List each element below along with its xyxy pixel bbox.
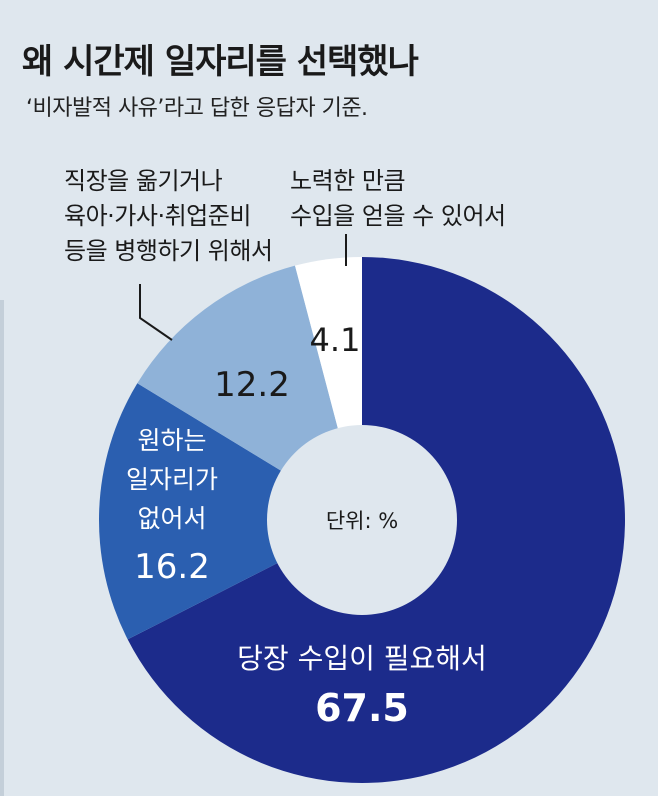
donut-hole [267,425,457,615]
slice-value: 16.2 [134,547,210,587]
annotation-left-line: 육아·가사·취업준비 [64,202,251,230]
annotation-left: 직장을 옮기거나 육아·가사·취업준비 등을 병행하기 위해서 [64,164,273,269]
slice-value: 4.1 [310,321,361,359]
pie-slice [99,383,362,640]
slice-value: 67.5 [315,686,409,730]
slice-value: 12.2 [214,365,290,405]
slice-label: 원하는 [137,426,206,455]
slice-label: 일자리가 [126,465,218,494]
leader-line-left [139,284,173,341]
annotation-right: 노력한 만큼 수입을 얻을 수 있어서 [290,164,506,234]
annotation-right-line: 수입을 얻을 수 있어서 [290,202,506,230]
chart-subtitle: ‘비자발적 사유’라고 답한 응답자 기준. [26,96,368,121]
chart-title: 왜 시간제 일자리를 선택했나 [22,42,419,82]
annotation-left-line: 직장을 옮기거나 [64,167,223,195]
annotation-left-line: 등을 병행하기 위해서 [64,237,273,265]
unit-label: 단위: % [326,509,398,533]
left-edge-rule [0,300,4,796]
slice-label: 당장 수입이 필요해서 [237,642,487,675]
annotation-right-line: 노력한 만큼 [290,167,406,195]
slice-label: 없어서 [137,504,206,533]
